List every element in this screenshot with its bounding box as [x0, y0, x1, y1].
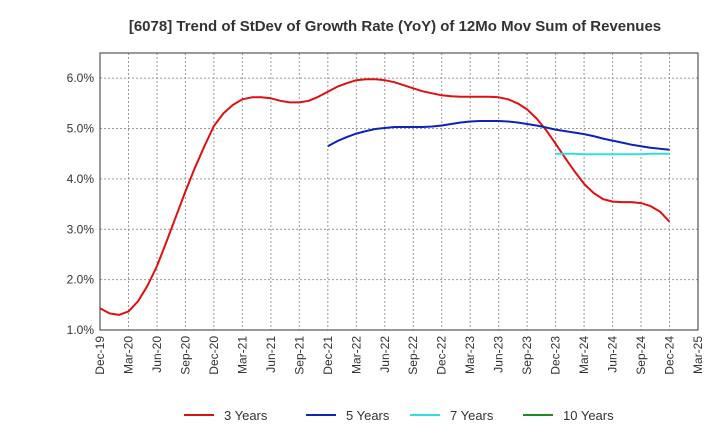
series-layer	[99, 78, 671, 316]
series-line-5-years	[327, 120, 670, 151]
x-tick-label: Dec-20	[207, 336, 221, 375]
x-tick-label: Jun-21	[264, 336, 278, 373]
x-tick-label: Sep-21	[292, 336, 306, 375]
grid	[99, 53, 699, 331]
x-tick-label: Dec-22	[435, 336, 449, 375]
x-tick-label: Mar-21	[235, 336, 249, 374]
x-tick-label: Sep-22	[406, 336, 420, 375]
legend-label-3-years: 3 Years	[224, 408, 268, 423]
x-axis: Dec-19 Mar-20 Jun-20 Sep-20 Dec-20 Mar-21 Jun-…	[93, 336, 705, 375]
y-tick-label: 2.0%	[67, 273, 95, 287]
x-tick-label: Mar-24	[577, 336, 591, 374]
y-tick-label: 5.0%	[67, 122, 95, 136]
plot-border	[99, 52, 699, 331]
y-axis: 1.0% 2.0% 3.0% 4.0% 5.0% 6.0%	[67, 71, 95, 337]
x-tick-label: Mar-25	[691, 336, 705, 374]
x-tick-label: Dec-23	[549, 336, 563, 375]
x-tick-label: Jun-20	[150, 336, 164, 373]
y-tick-label: 1.0%	[67, 323, 95, 337]
y-tick-label: 6.0%	[67, 71, 95, 85]
x-tick-label: Mar-20	[121, 336, 135, 374]
legend: 3 Years 5 Years 7 Years 10 Years	[184, 408, 614, 423]
x-tick-label: Jun-24	[606, 336, 620, 373]
chart-title: [6078] Trend of StDev of Growth Rate (Yo…	[129, 18, 661, 35]
x-tick-label: Sep-23	[520, 336, 534, 375]
x-tick-label: Mar-23	[463, 336, 477, 374]
plot-area	[100, 53, 698, 330]
series-line-3-years	[99, 78, 671, 316]
x-tick-label: Dec-21	[321, 336, 335, 375]
x-tick-label: Dec-24	[663, 336, 677, 375]
x-tick-label: Dec-19	[93, 336, 107, 375]
series-line-7-years	[555, 152, 670, 156]
x-tick-label: Sep-20	[178, 336, 192, 375]
legend-label-10-years: 10 Years	[563, 408, 614, 423]
x-tick-label: Mar-22	[349, 336, 363, 374]
legend-label-7-years: 7 Years	[450, 408, 494, 423]
x-tick-label: Jun-22	[378, 336, 392, 373]
x-tick-label: Sep-24	[634, 336, 648, 375]
x-tick-label: Jun-23	[492, 336, 506, 373]
plot-frame	[99, 52, 699, 331]
y-tick-label: 4.0%	[67, 172, 95, 186]
y-tick-label: 3.0%	[67, 222, 95, 236]
legend-label-5-years: 5 Years	[346, 408, 390, 423]
